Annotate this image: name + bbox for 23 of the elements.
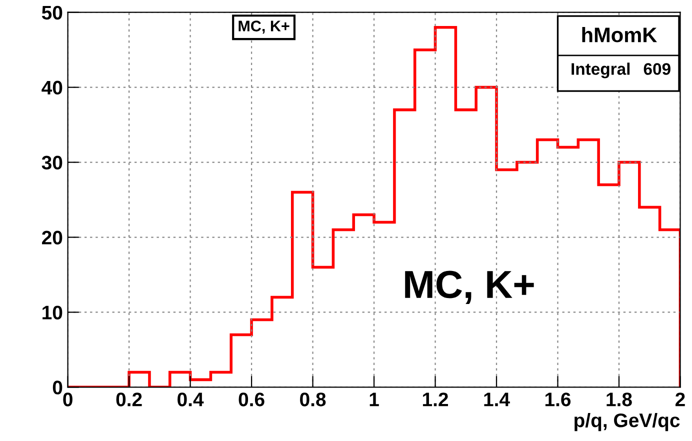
y-tick-label: 20 xyxy=(42,230,62,244)
y-tick-label: 50 xyxy=(42,6,62,20)
y-tick-label: 30 xyxy=(42,156,62,170)
x-tick-label: 1.2 xyxy=(422,392,448,406)
annotation: MC, K+ xyxy=(405,270,534,304)
x-tick-label: 0.6 xyxy=(238,392,264,406)
x-tick-label: 1.6 xyxy=(545,392,571,406)
y-tick-label: 10 xyxy=(42,306,62,320)
y-tick-label: 40 xyxy=(42,80,62,95)
x-tick-label: 0.4 xyxy=(178,392,204,406)
x-tick-label: 0 xyxy=(63,392,72,406)
annotation: Integral xyxy=(572,62,630,78)
x-tick-label: 1.8 xyxy=(606,392,632,406)
x-axis-title: p/q, GeV/qc xyxy=(574,412,680,432)
x-tick-label: 0.8 xyxy=(300,392,326,406)
y-tick-label: 0 xyxy=(52,380,62,394)
x-tick-label: 0.2 xyxy=(116,392,142,406)
annotation: 609 xyxy=(644,63,670,75)
annotation: hMomK xyxy=(582,27,657,42)
x-tick-label: 1.4 xyxy=(484,392,510,406)
x-tick-label: 1 xyxy=(370,392,379,406)
annotation: MC, K+ xyxy=(238,20,290,34)
x-tick-label: 2 xyxy=(676,392,685,406)
